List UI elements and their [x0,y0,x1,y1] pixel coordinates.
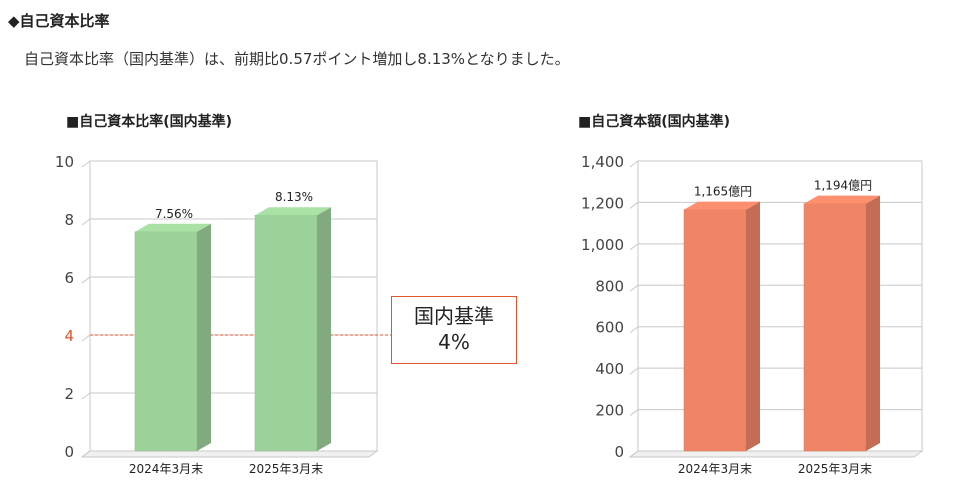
gridline-side [629,326,639,334]
y-tick-label: 6 [64,269,74,287]
y-tick-label: 2 [64,385,74,403]
chart-1: 0 2 4 6 8 10 7.56% 2024年3月末 8.13% 2025年3月末 [55,153,391,476]
gridline-side [629,160,639,168]
data-label: 1,194億円 [814,179,872,193]
bar-top [255,207,331,216]
plot-floor [80,450,379,458]
data-label: 8.13% [275,190,313,204]
plot-floor [628,450,924,458]
bar-top [684,201,760,210]
bar [803,203,867,452]
gridline-side [629,202,639,209]
bar-side [317,207,331,451]
bar [254,214,318,452]
y-tick-label: 800 [595,277,624,295]
x-tick-label: 2024年3月末 [678,462,752,476]
gridline-side [629,367,639,375]
bar-side [746,201,760,451]
gridline-side [81,276,91,284]
gridline-side [81,392,91,400]
bar [683,209,747,452]
section-title: ◆自己資本比率 [8,12,110,30]
plot-back-wall [89,160,378,452]
y-tick-label: 0 [614,443,624,461]
y-tick-label: 1,000 [581,236,624,254]
y-tick-label: 1,200 [581,194,624,212]
data-label: 7.56% [155,207,193,221]
x-tick-label: 2024年3月末 [129,462,203,476]
gridline-side [81,450,91,458]
bar-side [197,223,211,451]
amount-chart-title: ■自己資本額(国内基準) [578,114,731,130]
data-label: 1,165億円 [694,185,752,199]
gridline-side [629,243,639,251]
gridline-side [629,409,639,416]
reference-callout-line2: 4% [438,330,470,354]
reference-callout-line1: 国内基準 [414,304,494,328]
reference-callout: 国内基準 4% [391,296,517,364]
ratio-chart-title: ■自己資本比率(国内基準) [66,114,233,130]
bar-side [866,195,880,451]
x-tick-label: 2025年3月末 [249,462,323,476]
y-tick-label: 4 [64,327,74,345]
gridline-side [81,160,91,168]
y-tick-label: 10 [55,153,74,171]
y-tick-label: 400 [595,360,624,378]
y-tick-label: 1,400 [581,153,624,171]
bar-top [135,223,211,232]
chart-2: 0 200 400 600 800 1,000 1,200 1,400 1,165億円 2024年… [581,153,924,476]
y-tick-label: 8 [64,211,74,229]
gridline-side [629,284,639,292]
section-description: 自己資本比率（国内基準）は、前期比0.57ポイント増加し8.13%となりました。 [24,50,570,68]
bar [134,231,198,452]
y-tick-label: 600 [595,319,624,337]
y-tick-label: 200 [595,402,624,420]
gridline-side [81,334,91,342]
gridline-side [81,218,91,226]
bar-top [804,195,880,204]
y-tick-label: 0 [64,443,74,461]
x-tick-label: 2025年3月末 [798,462,872,476]
gridline-side [629,450,639,458]
